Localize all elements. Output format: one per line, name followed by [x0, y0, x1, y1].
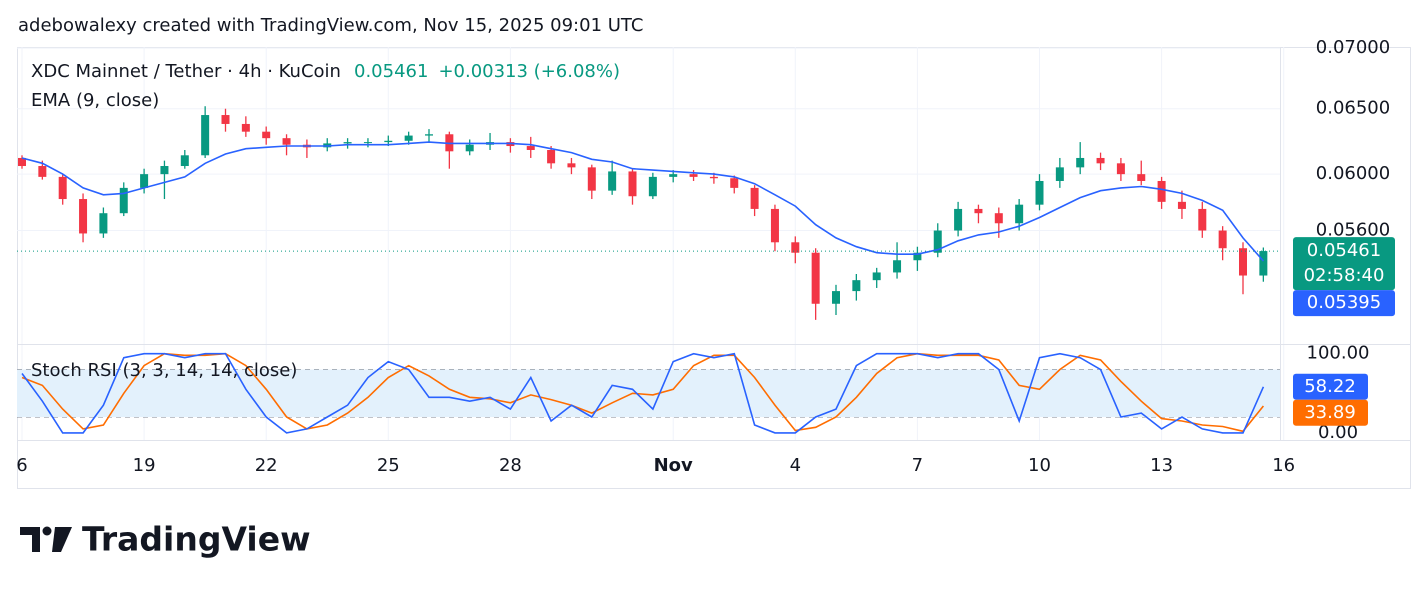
time-tick-label: Nov — [654, 455, 693, 476]
last-price-tag — [1293, 237, 1395, 291]
candle-body — [465, 144, 474, 152]
candle-body — [221, 115, 230, 124]
candle-body — [1015, 204, 1024, 224]
stoch-d-tag-label: 33.89 — [1304, 402, 1356, 423]
candle-body — [791, 242, 800, 253]
last-price-tag-label: 0.05461 — [1307, 240, 1381, 261]
labels: 0.07000 0.06500 0.06000 0.05600 6 19 22 25 28 Nov… — [16, 37, 1395, 476]
candle-body — [811, 252, 820, 304]
candle-body — [119, 187, 128, 214]
candle-body — [648, 176, 657, 197]
candle-body — [567, 163, 576, 168]
candle-body — [770, 208, 779, 243]
time-tick-label: 25 — [377, 455, 400, 476]
time-tick-label: 7 — [912, 455, 923, 476]
stoch-d-line — [21, 352, 1265, 433]
candle-body — [425, 134, 433, 136]
candle-body — [384, 140, 393, 143]
price-tick-label: 0.06500 — [1316, 98, 1390, 119]
candle-body — [282, 138, 291, 145]
candle-body — [852, 280, 861, 292]
candle-body — [18, 157, 26, 167]
candle-body — [1157, 180, 1166, 202]
candle-body — [343, 142, 352, 144]
candle-body — [79, 199, 88, 234]
price-change: +0.00313 (+6.08%) — [438, 61, 620, 82]
candle-body — [1116, 163, 1125, 175]
candle-body — [1239, 248, 1247, 276]
stoch-tick-label: 100.00 — [1307, 343, 1370, 364]
ema-line — [21, 141, 1264, 262]
stoch-tick-label: 0.00 — [1318, 422, 1358, 443]
candle-body — [1198, 208, 1207, 231]
candle-body — [201, 115, 210, 156]
candle-body — [547, 149, 556, 164]
candle-body — [1076, 157, 1085, 168]
candle-body — [913, 252, 922, 261]
time-tick-label: 10 — [1028, 455, 1051, 476]
brand-name: TradingView — [82, 520, 311, 559]
marks — [17, 106, 1280, 434]
candle-body — [954, 208, 963, 231]
candle-body — [160, 166, 169, 175]
candle-body — [38, 166, 47, 177]
time-tick-label: 19 — [133, 455, 156, 476]
brand-logo — [20, 526, 72, 552]
candle-body — [832, 291, 840, 304]
candle-body — [994, 213, 1003, 224]
candle-body — [180, 155, 189, 167]
candle-body — [933, 230, 942, 253]
candle-body — [526, 146, 535, 150]
chart-frame — [17, 47, 1411, 489]
candle-body — [872, 272, 881, 281]
candle-body — [974, 208, 983, 214]
stoch-k-line — [21, 352, 1265, 434]
ema-tag — [1293, 290, 1395, 317]
time-tick-label: 6 — [16, 455, 27, 476]
candle-body — [669, 174, 678, 177]
stoch-k-tag — [1293, 373, 1368, 400]
price-tick-label: 0.05600 — [1316, 220, 1390, 241]
candle-body — [1137, 174, 1146, 181]
candle-body — [1096, 157, 1105, 164]
candle-body — [689, 174, 698, 177]
candle-body — [608, 171, 617, 191]
symbol-title: XDC Mainnet / Tether · 4h · KuCoin — [31, 61, 341, 82]
price-tick-label: 0.06000 — [1316, 163, 1390, 184]
candle-body — [1218, 230, 1227, 249]
candle-body — [893, 260, 902, 273]
stoch-band — [17, 369, 1280, 418]
time-tick-label: 22 — [255, 455, 278, 476]
candle-body — [587, 167, 596, 191]
attribution: adebowalexy created with TradingView.com… — [18, 15, 643, 36]
countdown: 02:58:40 — [1304, 265, 1385, 286]
candle-body — [363, 142, 372, 144]
candle-body — [628, 171, 637, 197]
stoch-d-tag — [1293, 399, 1368, 426]
candle-body — [1259, 251, 1268, 276]
candle-body — [1035, 180, 1044, 205]
candle-body — [730, 178, 739, 188]
candle-body — [1177, 201, 1186, 209]
time-tick-label: 4 — [790, 455, 801, 476]
candle-body — [58, 176, 67, 200]
candle-body — [241, 123, 250, 132]
stoch-legend: Stoch RSI (3, 3, 14, 14, close) — [31, 360, 297, 381]
ema-legend: EMA (9, close) — [31, 90, 159, 111]
time-tick-label: 13 — [1150, 455, 1173, 476]
last-price: 0.05461 — [354, 61, 428, 82]
candle-body — [140, 174, 149, 188]
time-tick-label: 28 — [499, 455, 522, 476]
candle-body — [750, 187, 759, 209]
candle-body — [99, 213, 108, 234]
candle-body — [262, 131, 271, 139]
candle-body — [709, 176, 718, 179]
stoch-k-tag-label: 58.22 — [1304, 376, 1356, 397]
price-tick-label: 0.07000 — [1316, 37, 1390, 58]
time-tick-label: 16 — [1272, 455, 1295, 476]
ema-tag-label: 0.05395 — [1307, 292, 1381, 313]
candle-body — [1055, 167, 1064, 181]
candle-body — [404, 135, 413, 141]
